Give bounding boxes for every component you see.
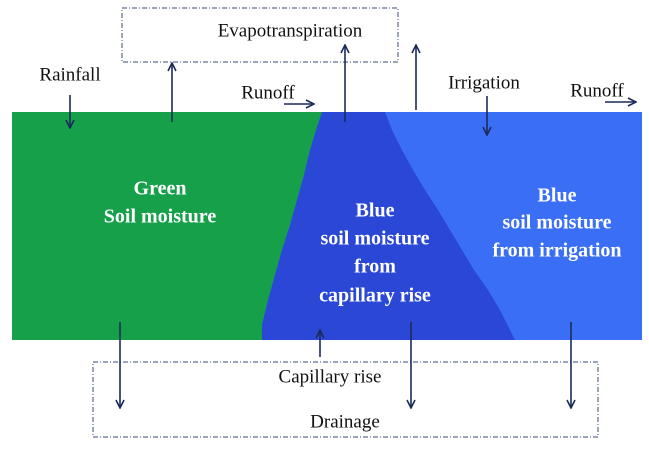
irrigation-input-label: Irrigation — [448, 72, 520, 93]
green-region — [12, 112, 322, 340]
capillary-region — [262, 112, 515, 340]
top-box-label: Evapotranspiration — [218, 20, 363, 41]
green-label: Soil moisture — [104, 206, 217, 228]
rainfall-label: Rainfall — [39, 64, 100, 85]
irrigation-label: Blue — [538, 185, 577, 207]
irrigation-label: soil moisture — [502, 212, 611, 234]
capillary-label: capillary rise — [319, 285, 431, 307]
capillary-label: Blue — [356, 200, 395, 222]
capillary-rise-label: Capillary rise — [279, 366, 382, 387]
arrows — [70, 45, 636, 408]
capillary-label: from — [354, 256, 396, 278]
top-box — [121, 7, 399, 63]
runoff-label: Runoff — [241, 82, 295, 103]
bottom-box-label: Drainage — [310, 411, 380, 432]
runoff-label: Runoff — [570, 80, 624, 101]
irrigation-label: from irrigation — [492, 240, 621, 262]
green-label: Green — [134, 178, 187, 200]
bottom-box — [92, 361, 599, 438]
capillary-label: soil moisture — [320, 228, 429, 250]
